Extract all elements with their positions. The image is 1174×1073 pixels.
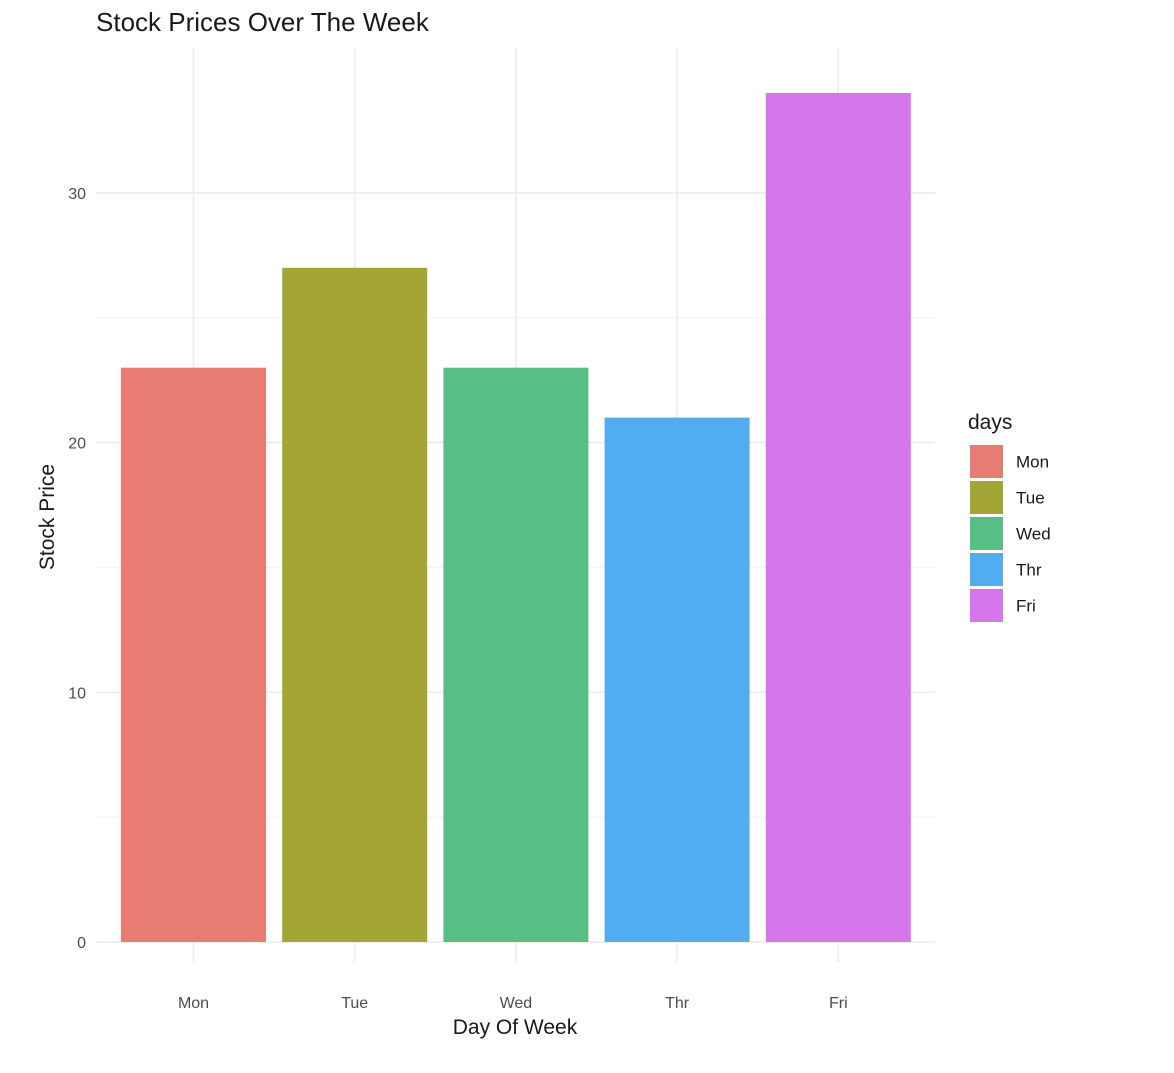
x-tick-label: Tue — [341, 995, 368, 1012]
legend-label-fri: Fri — [1016, 597, 1036, 616]
y-tick-label: 10 — [68, 685, 86, 702]
legend-key-mon — [970, 445, 1003, 478]
y-tick-label: 30 — [68, 186, 86, 203]
legend-label-thr: Thr — [1016, 561, 1042, 580]
bar-tue — [282, 267, 428, 942]
legend-label-tue: Tue — [1016, 489, 1045, 508]
legend-label-mon: Mon — [1016, 453, 1049, 472]
y-tick-label: 20 — [68, 436, 86, 453]
x-tick-label: Mon — [178, 995, 209, 1012]
y-axis-ticks: 0 10 20 30 — [68, 186, 86, 952]
bar-fri — [765, 93, 911, 942]
legend-key-wed — [970, 517, 1003, 550]
x-tick-label: Fri — [829, 995, 848, 1012]
legend: days Mon Tue Wed Thr Fri — [968, 411, 1051, 622]
x-tick-label: Wed — [500, 995, 533, 1012]
bar-mon — [121, 367, 266, 942]
legend-key-thr — [970, 553, 1003, 586]
bar-thr — [604, 417, 750, 942]
bars — [121, 93, 911, 942]
chart-title: Stock Prices Over The Week — [96, 7, 430, 37]
y-axis-title: Stock Price — [36, 464, 59, 570]
legend-title: days — [968, 411, 1012, 434]
legend-label-wed: Wed — [1016, 525, 1051, 544]
y-tick-label: 0 — [77, 935, 86, 952]
bar-wed — [443, 367, 589, 942]
x-tick-label: Thr — [665, 995, 690, 1012]
x-axis-ticks: Mon Tue Wed Thr Fri — [178, 995, 848, 1012]
legend-key-tue — [970, 481, 1003, 514]
x-axis-title: Day Of Week — [453, 1016, 578, 1039]
legend-key-fri — [970, 589, 1003, 622]
